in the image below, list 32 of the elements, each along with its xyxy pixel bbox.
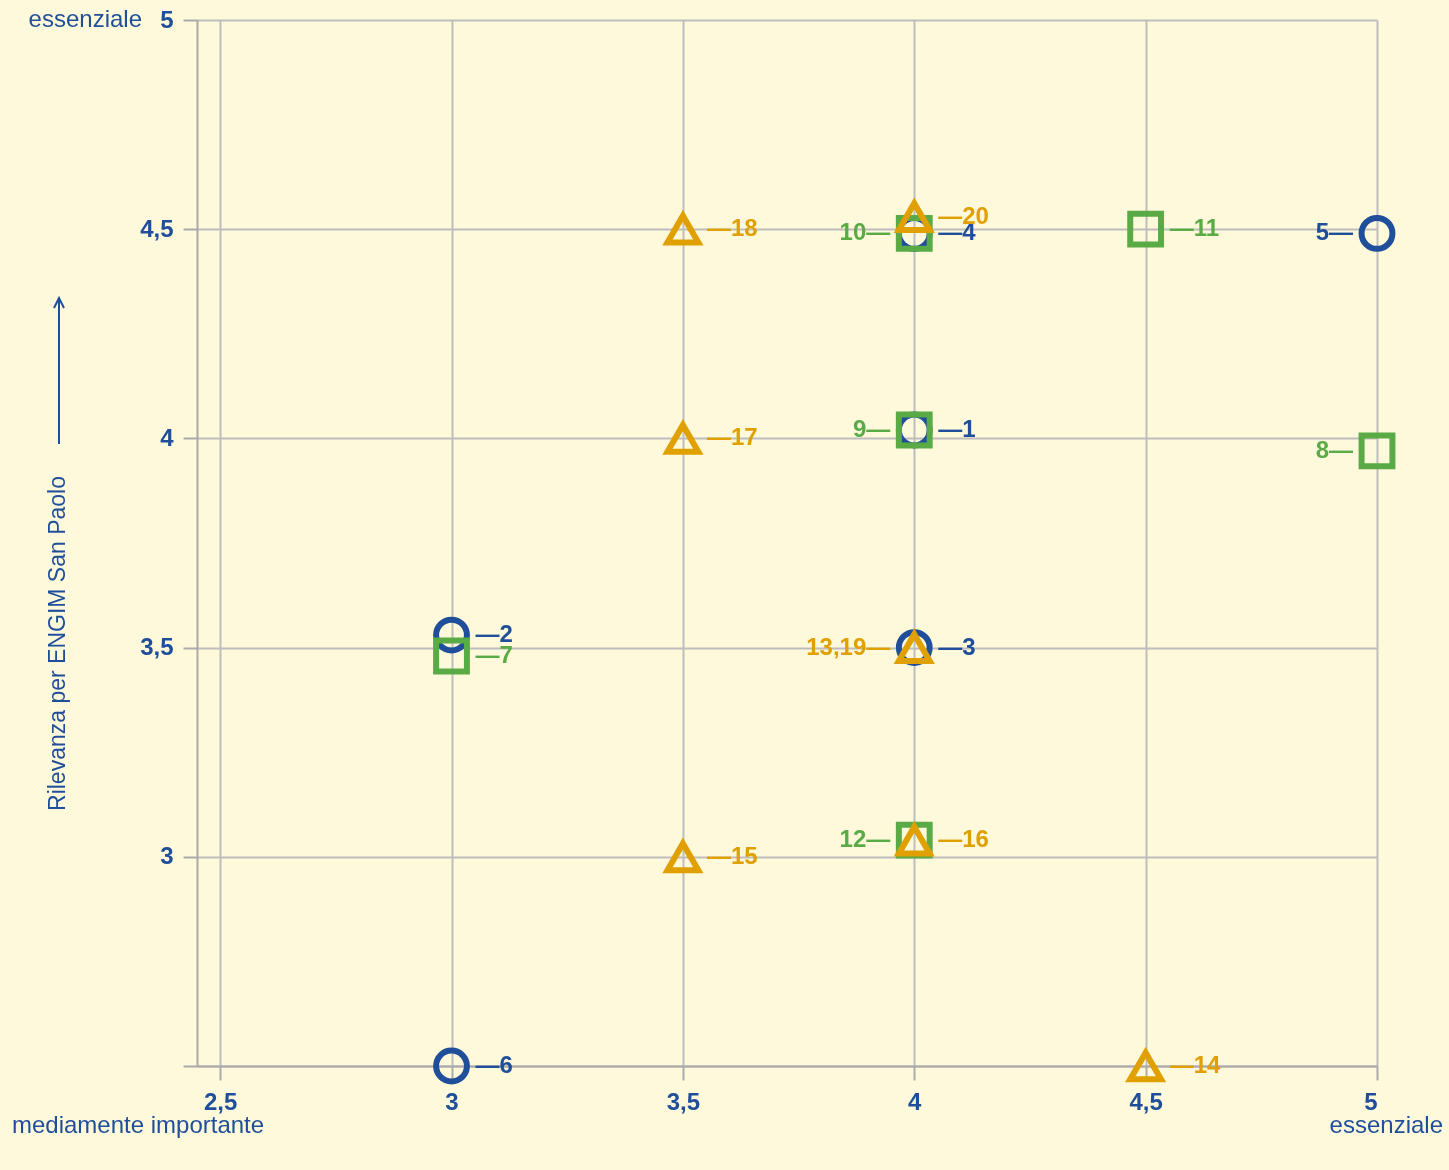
annotation: —3 bbox=[938, 632, 976, 660]
y-tick-label: 5 bbox=[160, 5, 174, 33]
point bbox=[1358, 215, 1396, 252]
x-tick-label: 3,5 bbox=[666, 1087, 701, 1115]
annotation: 5— bbox=[1315, 218, 1353, 246]
point bbox=[433, 637, 470, 675]
annotation: 10— bbox=[839, 218, 891, 246]
annotation: —1 bbox=[938, 415, 976, 443]
x-tick-label: 3 bbox=[445, 1087, 459, 1115]
annotation: —11 bbox=[1169, 214, 1219, 242]
y-tick-label: 4,5 bbox=[140, 214, 174, 242]
point bbox=[1127, 210, 1165, 248]
y-tick-label: 3 bbox=[160, 842, 174, 870]
x-tick-label: 4,5 bbox=[1129, 1087, 1163, 1115]
annotation: —14 bbox=[1169, 1051, 1221, 1078]
annotation: 12— bbox=[839, 825, 891, 853]
annotation: —16 bbox=[938, 825, 989, 853]
annotation: —17 bbox=[706, 423, 758, 451]
text: essenziale bbox=[28, 5, 142, 32]
annotation: —15 bbox=[706, 841, 758, 869]
x-tick-label: 2,5 bbox=[203, 1087, 238, 1115]
x-tick-label: 4 bbox=[908, 1087, 923, 1115]
y-tick-label: 4 bbox=[160, 423, 175, 451]
annotation: —18 bbox=[706, 214, 758, 242]
y-axis-title: Rilevanza per ENGIM San Paolo bbox=[43, 476, 70, 811]
point bbox=[433, 1047, 470, 1085]
y-tick-label: 3,5 bbox=[140, 633, 174, 661]
annotation: 13,19— bbox=[806, 632, 891, 660]
annotation: 9— bbox=[852, 415, 891, 443]
point bbox=[1358, 432, 1396, 470]
annotation: —6 bbox=[475, 1051, 513, 1078]
annotation: 8— bbox=[1315, 435, 1353, 463]
